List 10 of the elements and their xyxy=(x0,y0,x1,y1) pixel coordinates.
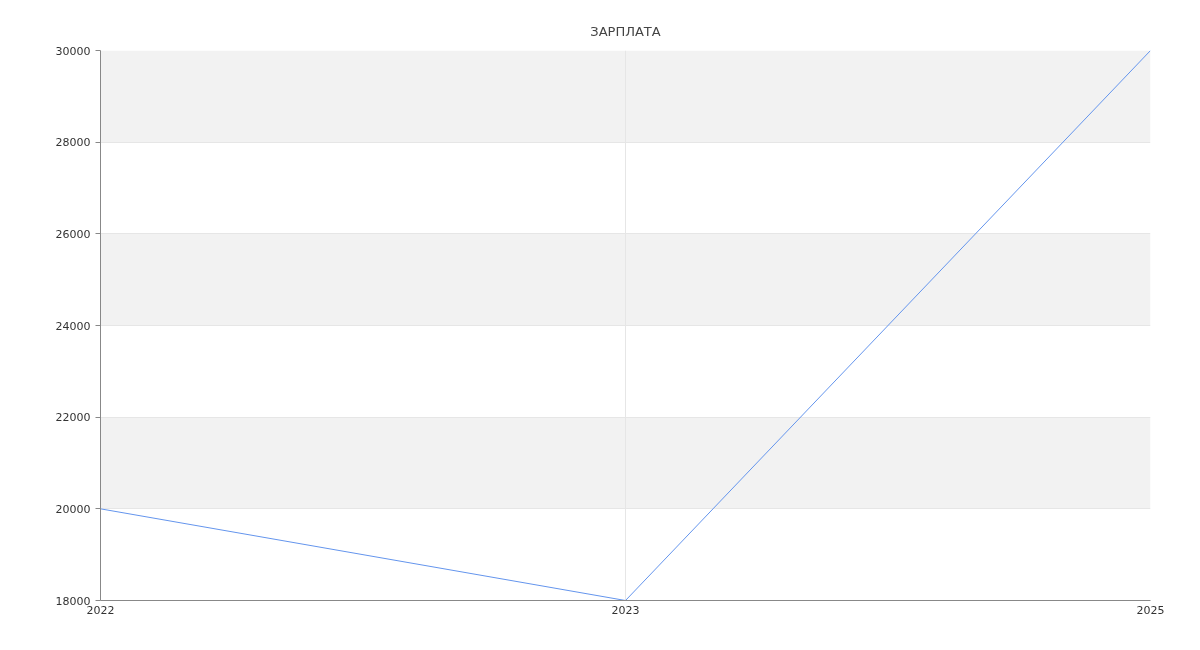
y-tick-label: 20000 xyxy=(55,502,91,516)
y-tick-label: 28000 xyxy=(55,136,91,150)
x-tick-label: 2022 xyxy=(86,603,115,617)
x-tick-label: 2023 xyxy=(611,603,640,617)
chart-title: ЗАРПЛАТА xyxy=(590,23,661,39)
y-tick-label: 22000 xyxy=(55,411,91,425)
x-tick-label: 2025 xyxy=(1136,603,1165,617)
y-tick-label: 24000 xyxy=(55,319,91,333)
y-tick-label: 26000 xyxy=(55,227,91,241)
y-tick-label: 30000 xyxy=(55,44,91,58)
